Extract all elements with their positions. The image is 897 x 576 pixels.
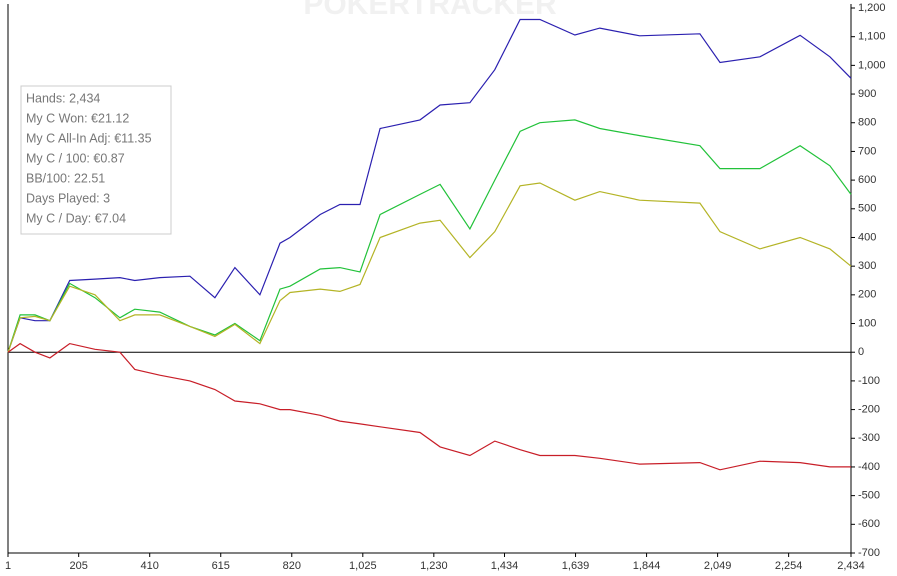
x-tick-label: 205 <box>70 560 88 572</box>
y-tick-label: 300 <box>858 260 876 272</box>
x-tick-label: 615 <box>212 560 230 572</box>
stat-text: Days Played: 3 <box>26 191 110 205</box>
x-tick-label: 1,025 <box>349 560 377 572</box>
y-tick-label: 800 <box>858 117 876 129</box>
x-tick-label: 1 <box>5 560 11 572</box>
stat-text: My C Won: €21.12 <box>26 111 129 125</box>
y-tick-label: -300 <box>858 432 880 444</box>
stat-text: My C / Day: €7.04 <box>26 211 126 225</box>
x-tick-label: 820 <box>283 560 301 572</box>
stat-text: Hands: 2,434 <box>26 91 100 105</box>
x-tick-label: 1,844 <box>633 560 661 572</box>
y-tick-label: 700 <box>858 145 876 157</box>
series-line <box>7 342 851 471</box>
series-line <box>7 182 852 353</box>
y-tick-label: -600 <box>858 518 880 530</box>
series-line <box>7 18 852 353</box>
stat-text: My C All-In Adj: €11.35 <box>26 131 152 145</box>
stat-text: BB/100: 22.51 <box>26 171 105 185</box>
y-tick-label: -200 <box>858 403 880 415</box>
y-tick-label: -500 <box>858 490 880 502</box>
stat-text: My C / 100: €0.87 <box>26 151 125 165</box>
y-tick-label: 1,000 <box>858 59 886 71</box>
y-tick-label: -100 <box>858 375 880 387</box>
watermark: POKERTRACKER <box>303 0 557 21</box>
y-tick-label: 600 <box>858 174 876 186</box>
y-tick-label: 1,100 <box>858 31 886 43</box>
y-tick-label: 500 <box>858 203 876 215</box>
x-tick-label: 2,254 <box>775 560 803 572</box>
y-tick-label: 400 <box>858 231 876 243</box>
x-tick-label: 2,049 <box>704 560 732 572</box>
stats-box <box>20 85 172 235</box>
y-tick-label: 200 <box>858 289 876 301</box>
y-tick-label: 0 <box>858 346 864 358</box>
y-tick-label: 1,200 <box>858 2 886 14</box>
x-tick-label: 1,230 <box>420 560 448 572</box>
x-tick-label: 1,639 <box>562 560 590 572</box>
y-tick-label: 900 <box>858 88 876 100</box>
x-tick-label: 1,434 <box>491 560 519 572</box>
y-tick-label: -700 <box>858 547 880 559</box>
y-tick-label: -400 <box>858 461 880 473</box>
y-tick-label: 100 <box>858 317 876 329</box>
x-tick-label: 410 <box>141 560 159 572</box>
x-tick-label: 2,434 <box>837 560 865 572</box>
